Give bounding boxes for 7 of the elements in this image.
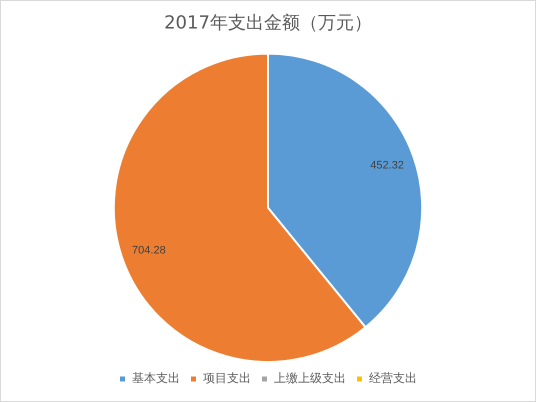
- legend-label: 上缴上级支出: [274, 371, 346, 386]
- data-label: 704.28: [132, 244, 166, 256]
- data-label: 452.32: [370, 159, 404, 172]
- legend-label: 基本支出: [132, 371, 180, 386]
- legend-label: 项目支出: [203, 371, 251, 386]
- chart-title: 2017年支出金额（万元）: [164, 12, 372, 34]
- legend-label: 经营支出: [369, 371, 417, 386]
